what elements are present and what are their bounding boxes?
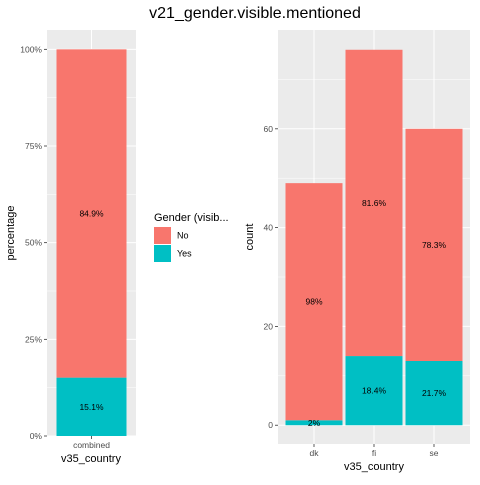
bar-yes-dk bbox=[285, 420, 343, 426]
country-y-tick-label: 60 bbox=[264, 124, 274, 134]
bar-yes-fi bbox=[345, 356, 403, 426]
legend-title: Gender (visib... bbox=[154, 212, 229, 224]
data-label-no-se: 78.3% bbox=[422, 240, 447, 250]
legend-label-yes: Yes bbox=[177, 249, 192, 259]
bar-no-fi bbox=[345, 49, 403, 357]
data-label-yes-combined: 15.1% bbox=[79, 402, 104, 412]
data-label-yes-dk: 2% bbox=[308, 418, 321, 428]
bar-yes-se bbox=[405, 361, 463, 426]
bar-yes-combined bbox=[56, 377, 127, 436]
combined-y-tick-label: 75% bbox=[25, 141, 42, 151]
data-label-no-fi: 81.6% bbox=[362, 198, 387, 208]
bar-no-combined bbox=[56, 49, 127, 378]
legend-key-yes bbox=[154, 245, 171, 262]
combined-y-tick-label: 100% bbox=[20, 44, 42, 54]
country-x-axis-title: v35_country bbox=[344, 461, 404, 473]
x-tick-label-combined: combined bbox=[73, 440, 110, 450]
bar-no-dk bbox=[285, 183, 343, 421]
data-label-no-dk: 98% bbox=[305, 297, 322, 307]
country-y-tick-label: 40 bbox=[264, 223, 274, 233]
bar-no-se bbox=[405, 128, 463, 362]
combined-y-tick-label: 25% bbox=[25, 334, 42, 344]
panel-country-count: 0 20 40 60 2% 98% 18.4% 81.6% 21.7% 78.3% dk fi se v3… bbox=[244, 30, 470, 473]
data-label-yes-se: 21.7% bbox=[422, 388, 447, 398]
legend: Gender (visib... No Yes bbox=[154, 212, 229, 262]
combined-y-tick-label: 0% bbox=[30, 431, 43, 441]
combined-x-axis-title: v35_country bbox=[61, 453, 121, 465]
data-label-no-combined: 84.9% bbox=[79, 208, 104, 218]
combined-y-axis-title: percentage bbox=[5, 205, 17, 260]
panel-combined-percentage: 0% 25% 50% 75% 100% 15.1% 84.9% combined v35_cou… bbox=[5, 30, 136, 465]
combined-y-tick-label: 50% bbox=[25, 238, 42, 248]
x-tick-label-dk: dk bbox=[310, 448, 320, 458]
data-label-yes-fi: 18.4% bbox=[362, 386, 387, 396]
x-tick-label-fi: fi bbox=[372, 448, 376, 458]
x-tick-label-se: se bbox=[430, 448, 439, 458]
legend-label-no: No bbox=[177, 231, 189, 241]
country-y-tick-label: 0 bbox=[268, 420, 273, 430]
chart-title: v21_gender.visible.mentioned bbox=[149, 5, 361, 22]
legend-key-no bbox=[154, 227, 171, 244]
country-y-axis-title: count bbox=[244, 224, 256, 251]
country-y-tick-label: 20 bbox=[264, 321, 274, 331]
